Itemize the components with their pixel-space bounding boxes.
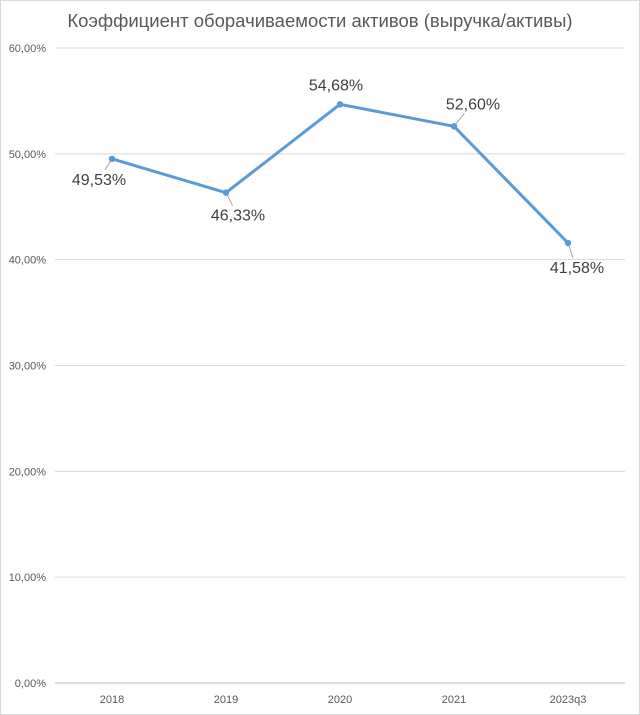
series-line [110,102,570,245]
y-tick-label: 60,00% [9,43,47,55]
data-point [450,123,458,130]
data-points [108,101,572,247]
x-tick-label: 2018 [100,694,124,706]
y-axis-ticks: 0,00% 10,00% 20,00% 30,00% 40,00% 50,00% 60,00… [9,43,47,690]
data-label: 41,58% [550,260,604,277]
x-axis-ticks: 2018 2019 2020 2021 2023q3 [100,694,587,706]
chart-title: Коэффициент оборачиваемости активов (выр… [67,10,573,31]
data-labels: 49,53% 46,33% 54,68% 52,60% 41,58% [72,77,604,277]
leader-lines [104,113,574,259]
y-tick-label: 20,00% [9,466,47,478]
y-tick-label: 30,00% [9,361,47,373]
data-label: 54,68% [309,77,363,94]
gridlines [55,47,625,684]
data-point [564,239,572,247]
y-tick-label: 10,00% [9,572,47,584]
x-tick-label: 2019 [214,694,238,706]
x-tick-label: 2023q3 [550,694,587,706]
data-label: 52,60% [446,96,500,113]
data-point [108,155,116,163]
x-tick-label: 2020 [328,694,352,706]
series-line-layer [110,102,570,245]
x-tick-label: 2021 [442,694,466,706]
y-tick-label: 0,00% [15,678,46,690]
data-label: 49,53% [72,172,126,189]
y-tick-label: 50,00% [9,149,47,161]
data-label: 46,33% [211,208,265,225]
data-point [336,101,344,108]
y-tick-label: 40,00% [9,255,47,267]
data-point [222,189,230,196]
